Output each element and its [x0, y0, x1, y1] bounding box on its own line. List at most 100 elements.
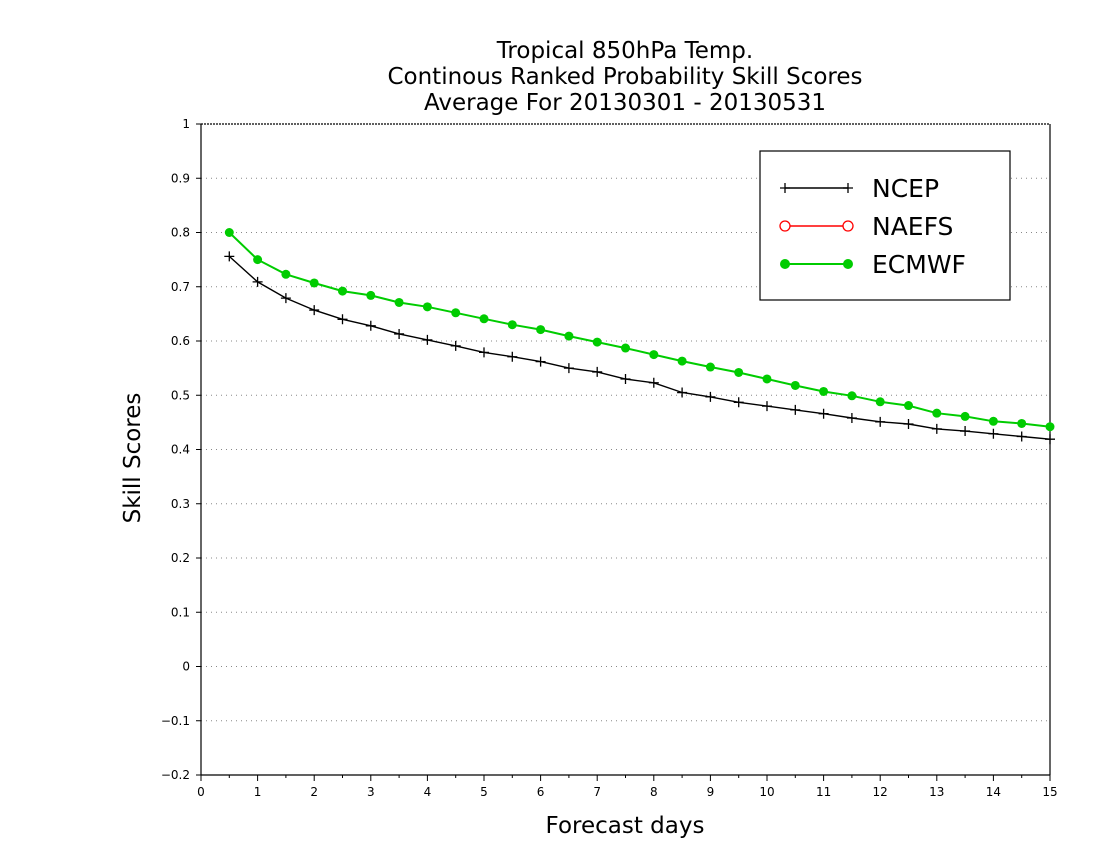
ecmwf-marker — [677, 356, 687, 366]
legend-marker-naefs — [842, 220, 854, 232]
y-tick-label: 0.2 — [171, 551, 190, 565]
ncep-marker — [960, 426, 971, 437]
ncep-marker — [394, 328, 405, 339]
ncep-marker — [1045, 434, 1055, 445]
ecmwf-marker — [621, 343, 630, 353]
ecmwf-marker — [224, 228, 234, 237]
ncep-marker — [1016, 431, 1027, 442]
ecmwf-marker — [1017, 418, 1027, 428]
x-tick-label: 11 — [816, 785, 831, 799]
ecmwf-marker — [592, 337, 602, 347]
ncep-marker — [705, 391, 716, 402]
ncep-marker — [733, 397, 744, 408]
ecmwf-line — [228, 231, 1051, 428]
ncep-marker — [309, 305, 320, 316]
ncep-marker — [875, 416, 886, 427]
y-tick-label: 0 — [182, 660, 190, 674]
ncep-marker — [365, 320, 376, 331]
y-tick-label: 0.7 — [171, 280, 190, 294]
ecmwf-marker — [819, 386, 829, 396]
ncep-marker — [224, 251, 235, 262]
ecmwf-marker — [960, 411, 970, 421]
ncep-marker — [535, 356, 546, 367]
y-tick-label: 0.4 — [171, 443, 190, 457]
ncep-marker — [790, 404, 801, 415]
ncep-marker — [450, 340, 461, 351]
legend-marker-ncep — [780, 183, 790, 193]
ecmwf-marker — [1045, 422, 1055, 432]
ncep-marker — [422, 334, 433, 345]
legend-marker-ecmwf — [843, 259, 853, 269]
ecmwf-marker — [847, 391, 857, 401]
ecmwf-marker — [875, 397, 885, 407]
axes: −0.2−0.100.10.20.30.40.50.60.70.80.910 1 2… — [161, 117, 1058, 799]
legend: NCEP NAEFS ECMWF — [759, 150, 1011, 301]
x-tick-label: 10 — [759, 785, 774, 799]
ecmwf-marker — [932, 408, 942, 418]
chart-title-line-2: Continous Ranked Probability Skill Score… — [387, 64, 862, 90]
series-layer — [224, 228, 1055, 445]
ecmwf-marker — [988, 416, 998, 426]
legend-item-ncep: NCEP — [780, 174, 939, 203]
legend-item-ecmwf: ECMWF — [780, 250, 966, 279]
y-tick-label: 0.1 — [171, 605, 190, 619]
chart-title-line-1: Tropical 850hPa Temp. — [496, 38, 753, 64]
x-tick-label: 14 — [986, 785, 1001, 799]
ncep-marker — [337, 314, 348, 325]
ncep-series — [224, 251, 1055, 445]
y-tick-label: 0.3 — [171, 497, 190, 511]
ncep-marker — [988, 428, 999, 439]
ecmwf-marker — [790, 380, 800, 390]
ecmwf-marker — [451, 308, 461, 318]
x-tick-label: 12 — [873, 785, 888, 799]
x-tick-label: 13 — [929, 785, 944, 799]
y-tick-label: 0.8 — [171, 226, 190, 240]
y-tick-label: −0.1 — [161, 714, 190, 728]
ecmwf-marker — [564, 331, 574, 341]
ncep-marker — [762, 401, 772, 412]
x-tick-label: 0 — [197, 785, 205, 799]
ecmwf-marker — [366, 290, 376, 300]
y-tick-label: 0.9 — [171, 171, 190, 185]
ncep-marker — [563, 363, 574, 374]
legend-label-naefs: NAEFS — [872, 212, 953, 241]
ncep-marker — [280, 293, 291, 304]
ncep-marker — [903, 419, 914, 430]
y-tick-label: −0.2 — [161, 768, 190, 782]
ncep-marker — [252, 276, 263, 287]
x-tick-label: 4 — [424, 785, 432, 799]
legend-marker-naefs — [779, 220, 791, 232]
ncep-marker — [677, 387, 688, 398]
ecmwf-marker — [762, 374, 772, 384]
ecmwf-marker — [281, 269, 291, 279]
x-tick-label: 2 — [310, 785, 318, 799]
y-tick-label: 0.6 — [171, 334, 190, 348]
ecmwf-marker — [536, 325, 546, 335]
legend-marker-ncep — [843, 183, 853, 193]
x-tick-label: 3 — [367, 785, 375, 799]
x-tick-label: 5 — [480, 785, 488, 799]
x-tick-label: 15 — [1042, 785, 1057, 799]
ecmwf-marker — [734, 367, 744, 377]
ecmwf-series — [224, 228, 1055, 432]
y-tick-label: 1 — [182, 117, 190, 131]
x-tick-label: 9 — [707, 785, 715, 799]
ncep-marker — [479, 347, 489, 358]
ecmwf-marker — [422, 302, 432, 312]
x-tick-label: 8 — [650, 785, 658, 799]
chart-title-line-3: Average For 20130301 - 20130531 — [424, 90, 826, 116]
x-tick-label: 7 — [593, 785, 601, 799]
ecmwf-marker — [479, 314, 489, 324]
ncep-marker — [592, 366, 603, 377]
ncep-marker — [846, 413, 857, 424]
legend-marker-ecmwf — [780, 259, 790, 269]
ecmwf-marker — [649, 350, 659, 360]
ecmwf-marker — [904, 401, 913, 411]
ncep-line — [228, 255, 1051, 440]
ecmwf-marker — [309, 278, 319, 288]
legend-item-naefs: NAEFS — [779, 212, 953, 241]
legend-label-ecmwf: ECMWF — [872, 250, 966, 279]
ncep-marker — [620, 373, 631, 384]
y-axis-title: Skill Scores — [120, 393, 146, 524]
